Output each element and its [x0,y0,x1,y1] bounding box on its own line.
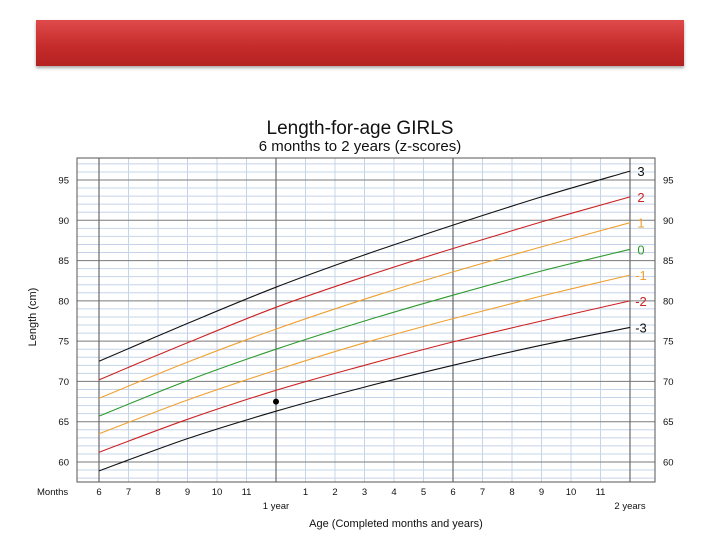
y-tick-label-right: 85 [663,256,674,267]
y-tick-label-right: 90 [663,216,674,227]
x-tick-label: 11 [242,487,252,498]
y-tick-label-left: 90 [58,216,69,227]
x-tick-label: 9 [539,487,544,498]
series-label-z3: 3 [637,164,644,179]
measurement-point [273,398,279,405]
series-line-z0 [98,248,631,417]
y-tick-label-left: 75 [58,337,69,348]
x-tick-label: 5 [421,487,426,498]
x-axis-prefix: Months [37,487,68,498]
series-line-z3 [98,170,631,362]
y-tick-label-right: 80 [663,296,674,307]
chart-title: Length-for-age GIRLS [266,118,454,139]
x-tick-label: 6 [450,487,455,498]
series-label-z2: 2 [637,190,644,205]
series-label-z-2: -2 [635,294,647,309]
y-tick-label-left: 85 [58,256,69,267]
x-tick-label: 1 [303,487,308,498]
series-label-z0: 0 [637,242,644,257]
x-tick-label: 2 [332,487,337,498]
y-tick-label-right: 95 [663,176,674,187]
y-tick-label-left: 70 [58,377,69,388]
x-axis-label: Age (Completed months and years) [309,518,483,530]
series-line-z-3 [98,326,631,472]
series-line-z-2 [98,300,631,453]
y-tick-label-left: 65 [58,417,69,428]
x-tick-label: 10 [566,487,577,498]
series-label-z-3: -3 [635,320,647,335]
series-label-z-1: -1 [635,268,647,283]
y-tick-label-right: 60 [663,458,674,469]
y-tick-label-right: 65 [663,417,674,428]
y-axis-label: Length (cm) [27,288,39,347]
chart-subtitle: 6 months to 2 years (z-scores) [258,138,462,155]
x-tick-label: 8 [155,487,160,498]
y-tick-label-right: 70 [663,377,674,388]
x-tick-label: 3 [362,487,367,498]
plot-frame [76,157,656,483]
x-tick-label: 6 [96,487,101,498]
y-tick-label-right: 75 [663,337,674,348]
z-score-labels: 3 2 1 0 -1 -2 -3 [635,164,647,335]
series-line-z1 [98,222,631,399]
x-tick-label: 8 [509,487,514,498]
x-tick-label: 9 [185,487,190,498]
header-banner [36,20,684,66]
x-tick-label: 1 year [263,501,289,512]
x-tick-label: 7 [480,487,485,498]
points-layer [273,398,279,405]
series-line-z2 [98,196,631,381]
series-layer [98,170,631,472]
y-tick-label-left: 80 [58,296,69,307]
y-tick-label-left: 60 [58,458,69,469]
x-tick-label: 10 [212,487,223,498]
x-tick-label: 11 [596,487,606,498]
series-label-z1: 1 [637,216,644,231]
x-tick-label: 7 [126,487,131,498]
series-line-z-1 [98,274,631,435]
y-tick-label-left: 95 [58,176,69,187]
x-tick-label: 4 [391,487,396,498]
x-tick-label: 2 years [614,501,645,512]
